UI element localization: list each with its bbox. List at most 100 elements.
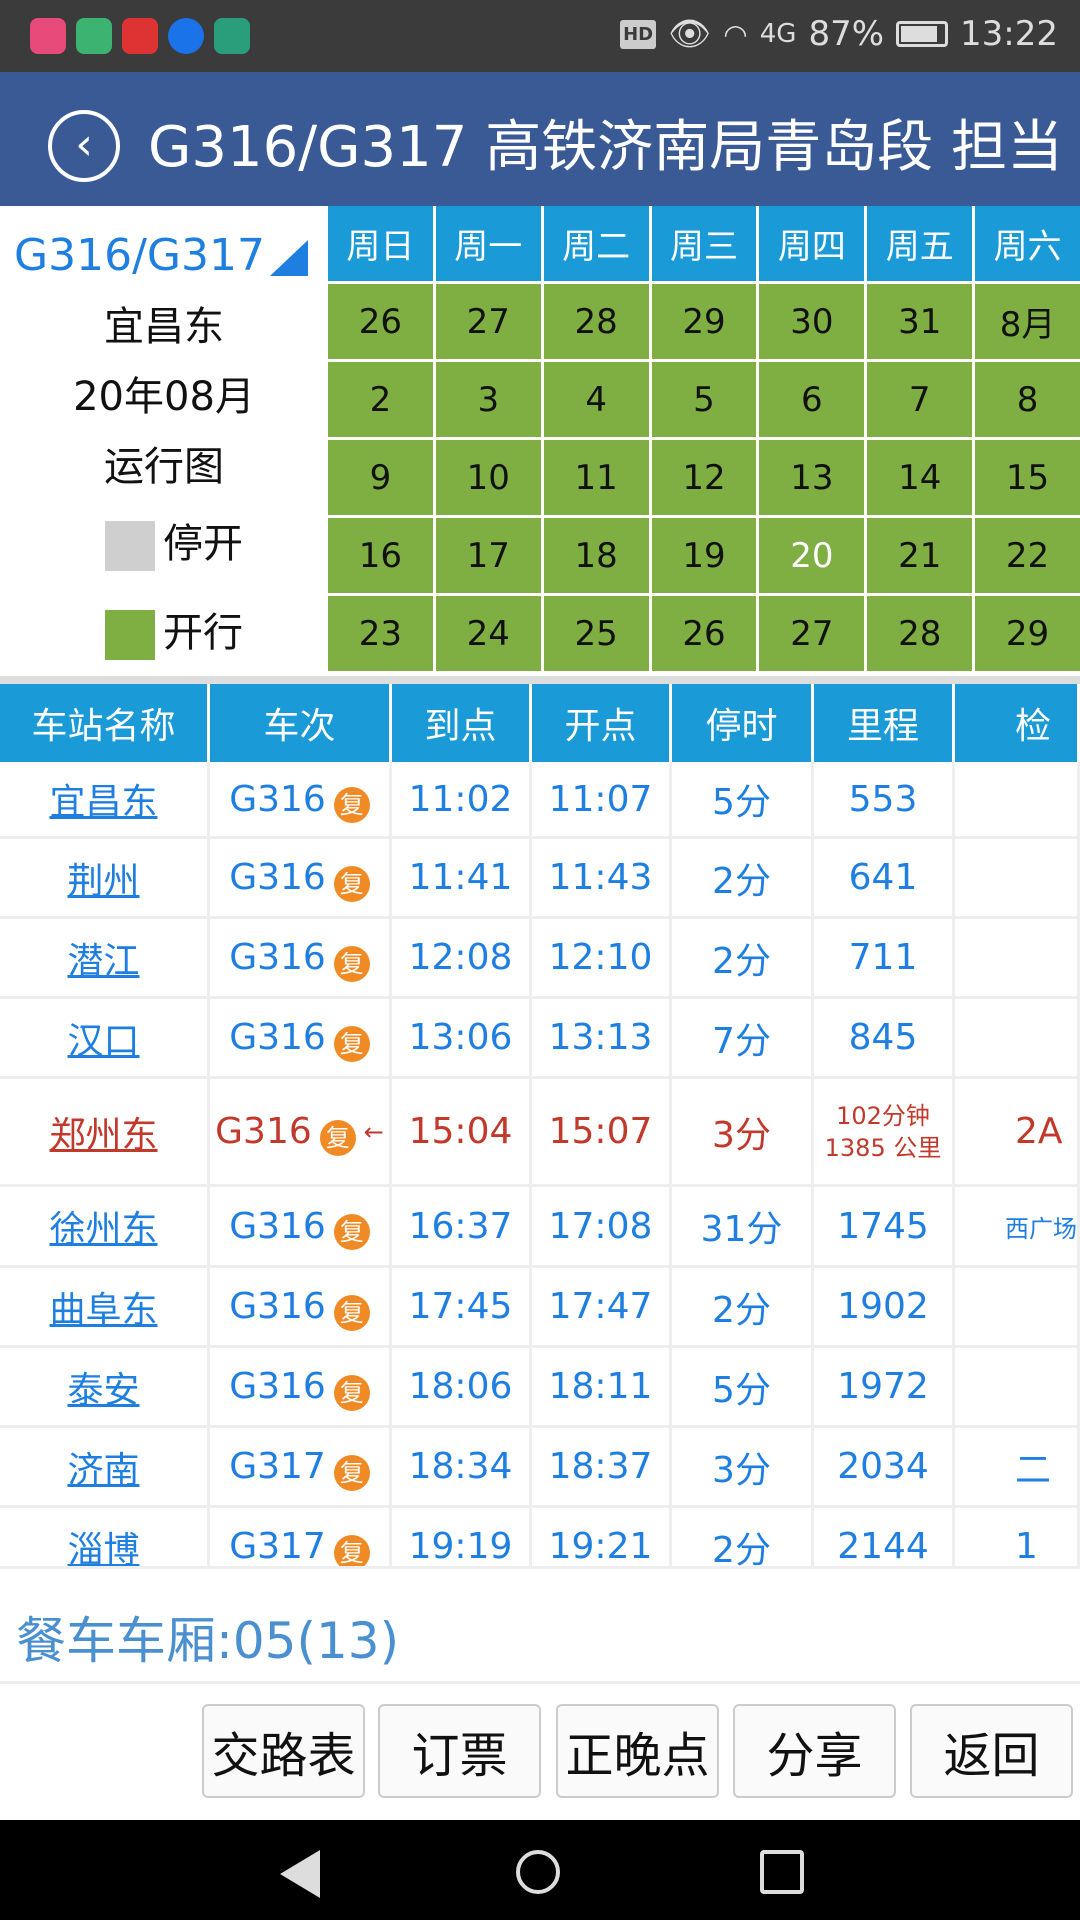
gate-cell (955, 919, 1080, 996)
table-row[interactable]: 曲阜东 G316 复 17:45 17:47 2分 1902 (0, 1268, 1080, 1348)
table-row[interactable]: 汉口 G316 复 13:06 13:13 7分 845 (0, 999, 1080, 1079)
train-number[interactable]: G316 (229, 937, 326, 978)
calendar-day[interactable]: 6 (759, 362, 865, 437)
action-button-2[interactable]: 正晚点 (556, 1704, 719, 1798)
legend-stop: 停开 (0, 511, 328, 571)
bank-app-icon (214, 18, 250, 54)
calendar-day[interactable]: 25 (543, 596, 649, 671)
calendar-day[interactable]: 10 (435, 440, 541, 515)
action-button-0[interactable]: 交路表 (202, 1704, 365, 1798)
station-link[interactable]: 荆州 (67, 860, 140, 902)
calendar-day[interactable]: 2 (328, 362, 433, 437)
calendar-day[interactable]: 28 (543, 284, 649, 359)
calendar-day[interactable]: 4 (543, 362, 649, 437)
dropdown-triangle-icon[interactable] (270, 240, 308, 276)
column-header[interactable]: 车次 (210, 684, 392, 762)
train-number[interactable]: G316 (215, 1111, 312, 1152)
station-link[interactable]: 泰安 (67, 1369, 140, 1411)
calendar-day[interactable]: 27 (435, 284, 541, 359)
action-button-3[interactable]: 分享 (733, 1704, 896, 1798)
station-link[interactable]: 郑州东 (49, 1114, 158, 1156)
station-link[interactable]: 潜江 (67, 940, 140, 982)
calendar-day[interactable]: 20 (759, 518, 865, 593)
train-number[interactable]: G316 (229, 1205, 326, 1247)
column-header[interactable]: 到点 (392, 684, 532, 762)
nav-home-icon[interactable] (516, 1850, 560, 1894)
station-link[interactable]: 济南 (67, 1449, 140, 1491)
calendar-day[interactable]: 13 (759, 440, 865, 515)
calendar-day[interactable]: 23 (328, 596, 433, 671)
station-cell: 郑州东 (0, 1079, 210, 1184)
calendar-day[interactable]: 9 (328, 440, 433, 515)
column-header[interactable]: 里程 (814, 684, 955, 762)
departure-time: 17:08 (532, 1187, 672, 1265)
video-app-icon (30, 18, 66, 54)
station-link[interactable]: 淄博 (67, 1529, 140, 1567)
back-button[interactable]: ‹ (48, 110, 120, 182)
table-row[interactable]: 宜昌东 G316 复 11:02 11:07 5分 553 (0, 762, 1080, 839)
table-row[interactable]: 淄博 G317 复 19:19 19:21 2分 2144 1 (0, 1508, 1080, 1566)
action-button-1[interactable]: 订票 (378, 1704, 541, 1798)
weekday-header: 周日 (328, 206, 433, 281)
train-number[interactable]: G316 (229, 778, 326, 820)
train-number[interactable]: G317 (229, 1446, 326, 1487)
gate-cell (955, 999, 1080, 1076)
station-link[interactable]: 宜昌东 (49, 782, 158, 823)
train-selector[interactable]: G316/G317 (14, 230, 265, 281)
calendar-day[interactable]: 21 (867, 518, 973, 593)
calendar-day[interactable]: 19 (651, 518, 757, 593)
calendar-day[interactable]: 8月 (975, 284, 1080, 359)
calendar-day[interactable]: 16 (328, 518, 433, 593)
column-header[interactable]: 开点 (532, 684, 672, 762)
calendar-day[interactable]: 22 (975, 518, 1080, 593)
departure-time: 11:07 (532, 762, 672, 836)
legend-run-label: 开行 (163, 610, 243, 656)
calendar-day[interactable]: 14 (867, 440, 973, 515)
calendar-day[interactable]: 29 (651, 284, 757, 359)
calendar-day[interactable]: 26 (651, 596, 757, 671)
table-row[interactable]: 郑州东 G316 复 ← 15:04 15:07 3分 102分钟 1385 公里 2A (0, 1079, 1080, 1187)
action-button-4[interactable]: 返回 (910, 1704, 1073, 1798)
calendar-day[interactable]: 17 (435, 518, 541, 593)
column-header[interactable]: 停时 (672, 684, 814, 762)
column-header[interactable]: 检 (955, 684, 1080, 762)
calendar-day[interactable]: 7 (867, 362, 973, 437)
calendar-day[interactable]: 8 (975, 362, 1080, 437)
calendar-day[interactable]: 28 (867, 596, 973, 671)
nav-recents-icon[interactable] (760, 1850, 804, 1894)
calendar-day[interactable]: 24 (435, 596, 541, 671)
station-link[interactable]: 徐州东 (49, 1209, 158, 1250)
weekday-header: 周三 (651, 206, 757, 281)
train-cell: G316 复 (210, 999, 392, 1076)
calendar-day[interactable]: 27 (759, 596, 865, 671)
train-number[interactable]: G317 (229, 1526, 326, 1566)
table-row[interactable]: 荆州 G316 复 11:41 11:43 2分 641 (0, 839, 1080, 919)
calendar-day[interactable]: 3 (435, 362, 541, 437)
calendar-day[interactable]: 30 (759, 284, 865, 359)
train-number[interactable]: G316 (229, 1286, 326, 1327)
station-link[interactable]: 汉口 (67, 1020, 140, 1062)
train-number[interactable]: G316 (229, 1017, 326, 1058)
calendar-day[interactable]: 5 (651, 362, 757, 437)
table-row[interactable]: 徐州东 G316 复 16:37 17:08 31分 1745 西广场 (0, 1187, 1080, 1268)
column-header[interactable]: 车站名称 (0, 684, 210, 762)
train-cell: G316 复 (210, 1187, 392, 1265)
resumed-badge: 复 (333, 865, 370, 902)
stop-duration: 31分 (672, 1187, 814, 1265)
calendar-day[interactable]: 18 (543, 518, 649, 593)
calendar-day[interactable]: 15 (975, 440, 1080, 515)
table-row[interactable]: 泰安 G316 复 18:06 18:11 5分 1972 (0, 1348, 1080, 1428)
calendar-day[interactable]: 26 (328, 284, 433, 359)
nav-back-icon[interactable] (280, 1850, 320, 1898)
calendar-day[interactable]: 12 (651, 440, 757, 515)
train-number[interactable]: G316 (229, 1366, 326, 1407)
station-link[interactable]: 曲阜东 (49, 1289, 158, 1331)
eye-comfort-icon: 👁 (668, 14, 712, 54)
calendar-day[interactable]: 29 (975, 596, 1080, 671)
table-row[interactable]: 济南 G317 复 18:34 18:37 3分 2034 二 (0, 1428, 1080, 1508)
calendar-day[interactable]: 31 (867, 284, 973, 359)
train-number[interactable]: G316 (229, 857, 326, 898)
calendar-day[interactable]: 11 (543, 440, 649, 515)
table-row[interactable]: 潜江 G316 复 12:08 12:10 2分 711 (0, 919, 1080, 999)
station-cell: 荆州 (0, 839, 210, 916)
